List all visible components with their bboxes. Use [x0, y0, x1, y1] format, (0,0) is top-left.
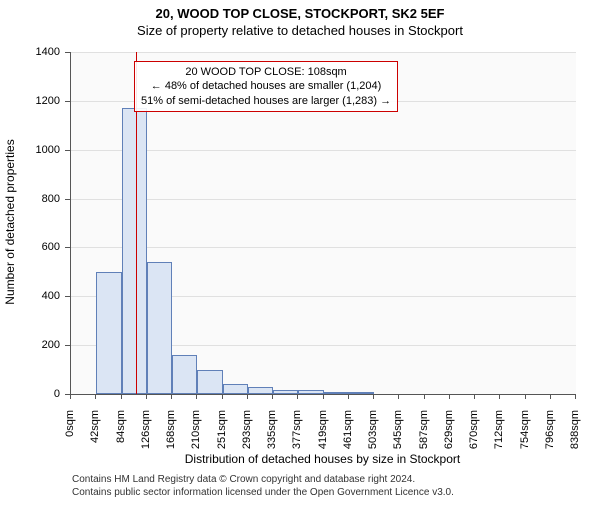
ytick-mark	[65, 101, 70, 102]
xtick-label: 461sqm	[342, 410, 354, 460]
xtick-mark	[121, 394, 122, 399]
chart-title: 20, WOOD TOP CLOSE, STOCKPORT, SK2 5EF	[0, 6, 600, 21]
xtick-label: 629sqm	[443, 410, 455, 460]
footer-line-1: Contains HM Land Registry data © Crown c…	[72, 474, 415, 485]
ytick-label: 0	[0, 388, 60, 400]
xtick-label: 419sqm	[317, 410, 329, 460]
xtick-label: 712sqm	[493, 410, 505, 460]
xtick-mark	[70, 394, 71, 399]
xtick-label: 210sqm	[190, 410, 202, 460]
xtick-mark	[550, 394, 551, 399]
ytick-label: 1000	[0, 144, 60, 156]
xtick-mark	[424, 394, 425, 399]
xtick-label: 0sqm	[64, 410, 76, 460]
xtick-mark	[323, 394, 324, 399]
histogram-bar	[223, 384, 248, 394]
xtick-mark	[196, 394, 197, 399]
xtick-label: 838sqm	[569, 410, 581, 460]
gridline	[71, 52, 576, 53]
xtick-label: 251sqm	[216, 410, 228, 460]
histogram-bar	[273, 390, 298, 394]
xtick-label: 377sqm	[291, 410, 303, 460]
gridline	[71, 150, 576, 151]
xtick-mark	[348, 394, 349, 399]
ytick-mark	[65, 345, 70, 346]
histogram-bar	[172, 355, 197, 394]
ytick-label: 600	[0, 241, 60, 253]
ytick-mark	[65, 199, 70, 200]
ytick-label: 1200	[0, 95, 60, 107]
xtick-mark	[247, 394, 248, 399]
xtick-mark	[171, 394, 172, 399]
xtick-mark	[222, 394, 223, 399]
ytick-label: 200	[0, 339, 60, 351]
xtick-label: 796sqm	[544, 410, 556, 460]
xtick-mark	[297, 394, 298, 399]
xtick-mark	[449, 394, 450, 399]
xtick-mark	[272, 394, 273, 399]
annotation-box: 20 WOOD TOP CLOSE: 108sqm ← 48% of detac…	[134, 61, 398, 112]
footer-line-2: Contains public sector information licen…	[72, 487, 454, 498]
ytick-mark	[65, 150, 70, 151]
histogram-bar	[96, 272, 121, 394]
histogram-bar	[248, 387, 273, 394]
xtick-label: 503sqm	[367, 410, 379, 460]
xtick-label: 670sqm	[468, 410, 480, 460]
ytick-label: 800	[0, 193, 60, 205]
histogram-bar	[324, 392, 349, 394]
xtick-mark	[95, 394, 96, 399]
chart-subtitle: Size of property relative to detached ho…	[0, 23, 600, 38]
annotation-line-1: 20 WOOD TOP CLOSE: 108sqm	[141, 65, 391, 79]
xtick-mark	[525, 394, 526, 399]
xtick-label: 168sqm	[165, 410, 177, 460]
xtick-mark	[146, 394, 147, 399]
ytick-label: 400	[0, 290, 60, 302]
xtick-mark	[398, 394, 399, 399]
ytick-mark	[65, 52, 70, 53]
histogram-bar	[349, 392, 374, 394]
histogram-bar	[122, 108, 147, 394]
histogram-bar	[197, 370, 222, 394]
xtick-label: 84sqm	[115, 410, 127, 460]
y-axis-label: Number of detached properties	[3, 132, 17, 312]
xtick-label: 293sqm	[241, 410, 253, 460]
xtick-mark	[474, 394, 475, 399]
ytick-label: 1400	[0, 46, 60, 58]
ytick-mark	[65, 247, 70, 248]
xtick-mark	[373, 394, 374, 399]
ytick-mark	[65, 296, 70, 297]
histogram-bar	[298, 390, 323, 394]
gridline	[71, 199, 576, 200]
annotation-line-2: ← 48% of detached houses are smaller (1,…	[141, 79, 391, 93]
gridline	[71, 247, 576, 248]
xtick-label: 335sqm	[266, 410, 278, 460]
xtick-label: 126sqm	[140, 410, 152, 460]
xtick-mark	[499, 394, 500, 399]
xtick-label: 545sqm	[392, 410, 404, 460]
xtick-label: 42sqm	[89, 410, 101, 460]
histogram-bar	[147, 262, 172, 394]
xtick-label: 754sqm	[519, 410, 531, 460]
xtick-label: 587sqm	[418, 410, 430, 460]
annotation-line-3: 51% of semi-detached houses are larger (…	[141, 94, 391, 108]
xtick-mark	[575, 394, 576, 399]
